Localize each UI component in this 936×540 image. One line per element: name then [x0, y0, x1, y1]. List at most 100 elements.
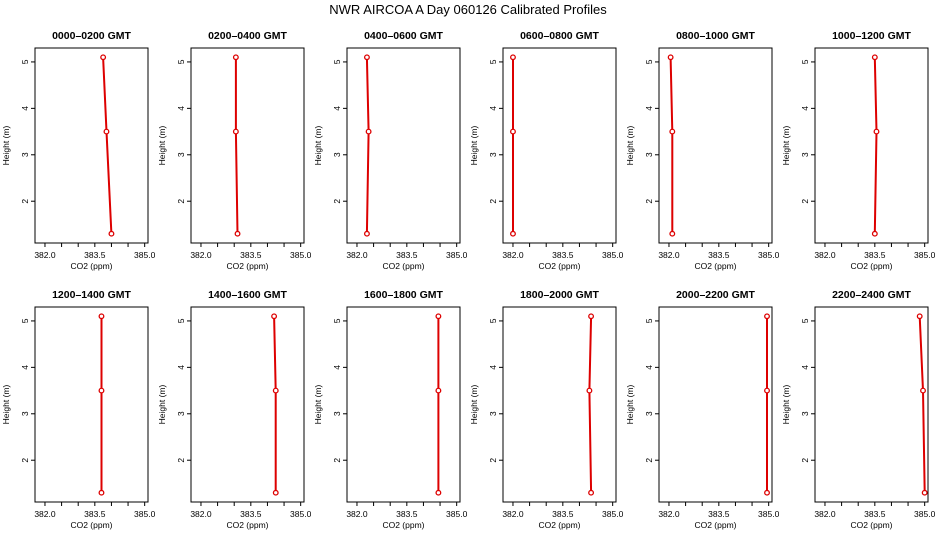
panel-title: 0400–0600 GMT: [364, 30, 443, 42]
profile-line: [588, 316, 593, 493]
x-tick-label: 383.5: [240, 509, 262, 519]
y-tick-label: 3: [800, 411, 810, 416]
panel-12: 2200–2400 GMT 382.0 383.5 385.0 2 3 4 5 CO2 (ppm…: [781, 289, 936, 530]
y-tick-label: 5: [332, 59, 342, 64]
y-tick-label: 2: [644, 458, 654, 463]
x-tick-label: 383.5: [396, 250, 418, 260]
x-axis-label: CO2 (ppm): [538, 520, 580, 530]
data-point: [920, 387, 926, 394]
y-axis-label: Height (m): [313, 126, 323, 166]
x-tick-label: 385.0: [290, 509, 312, 519]
data-point: [586, 387, 593, 394]
x-tick-label: 382.0: [34, 250, 56, 260]
y-tick-label: 4: [644, 106, 654, 111]
x-tick-label: 382.0: [658, 250, 680, 260]
y-tick-label: 4: [800, 365, 810, 370]
panel-title: 2200–2400 GMT: [832, 289, 911, 301]
panel-title: 1400–1600 GMT: [208, 289, 287, 301]
x-axis-label: CO2 (ppm): [70, 261, 112, 271]
y-tick-label: 4: [176, 365, 186, 370]
data-point: [100, 54, 107, 61]
profile-line: [273, 316, 277, 493]
x-tick-label: 382.0: [658, 509, 680, 519]
x-tick-label: 383.5: [552, 509, 574, 519]
x-axis-label: CO2 (ppm): [694, 261, 736, 271]
panel-title: 0000–0200 GMT: [52, 30, 131, 42]
panel-5: 0800–1000 GMT 382.0 383.5 385.0 2 3 4 5 CO2 (ppm…: [625, 30, 780, 271]
y-tick-label: 5: [20, 59, 30, 64]
x-tick-label: 385.0: [914, 250, 936, 260]
y-axis-label: Height (m): [781, 126, 791, 166]
y-tick-label: 2: [800, 458, 810, 463]
x-tick-label: 382.0: [502, 509, 524, 519]
panel-title: 0200–0400 GMT: [208, 30, 287, 42]
y-tick-label: 2: [20, 458, 30, 463]
x-axis-label: CO2 (ppm): [382, 261, 424, 271]
y-tick-label: 4: [176, 106, 186, 111]
x-tick-label: 382.0: [814, 509, 836, 519]
x-axis-label: CO2 (ppm): [694, 520, 736, 530]
y-tick-label: 5: [644, 59, 654, 64]
panel-8: 1400–1600 GMT 382.0 383.5 385.0 2 3 4 5 CO2 (ppm…: [157, 289, 312, 530]
data-point: [435, 313, 442, 320]
data-point: [669, 128, 676, 135]
figure-title: NWR AIRCOA A Day 060126 Calibrated Profi…: [329, 2, 607, 17]
panel-3: 0400–0600 GMT 382.0 383.5 385.0 2 3 4 5 CO2 (ppm…: [313, 30, 468, 271]
data-point: [272, 489, 279, 496]
x-tick-label: 382.0: [190, 250, 212, 260]
y-tick-label: 4: [20, 106, 30, 111]
data-point: [510, 230, 516, 237]
panel-2: 0200–0400 GMT 382.0 383.5 385.0 2 3 4 5 CO2 (ppm…: [157, 30, 312, 271]
plot-frame: [346, 306, 461, 503]
x-tick-label: 382.0: [346, 250, 368, 260]
x-tick-label: 382.0: [502, 250, 524, 260]
y-tick-label: 3: [332, 152, 342, 157]
panel-4: 0600–0800 GMT 382.0 383.5 385.0 2 3 4 5 CO2 (ppm…: [469, 30, 624, 271]
data-point: [588, 489, 595, 496]
data-point: [108, 230, 115, 237]
y-axis-label: Height (m): [313, 385, 323, 425]
plot-frame: [814, 47, 929, 244]
y-tick-label: 5: [644, 318, 654, 323]
data-point: [103, 128, 110, 135]
y-tick-label: 3: [800, 152, 810, 157]
x-tick-label: 383.5: [864, 250, 886, 260]
y-tick-label: 2: [488, 199, 498, 204]
y-tick-label: 5: [332, 318, 342, 323]
panel-title: 1800–2000 GMT: [520, 289, 599, 301]
data-point: [764, 313, 770, 320]
data-point: [271, 313, 278, 320]
x-tick-label: 385.0: [914, 509, 936, 519]
y-tick-label: 3: [488, 411, 498, 416]
x-tick-label: 383.5: [552, 250, 574, 260]
x-tick-label: 382.0: [34, 509, 56, 519]
x-tick-label: 385.0: [758, 509, 780, 519]
y-axis-label: Height (m): [1, 126, 11, 166]
data-point: [510, 54, 516, 61]
y-tick-label: 4: [332, 365, 342, 370]
panel-6: 1000–1200 GMT 382.0 383.5 385.0 2 3 4 5 CO2 (ppm…: [781, 30, 936, 271]
y-tick-label: 4: [332, 106, 342, 111]
profile-line: [669, 57, 674, 234]
data-point: [98, 387, 105, 394]
data-point: [916, 313, 923, 320]
y-tick-label: 5: [20, 318, 30, 323]
plot-frame: [502, 306, 617, 503]
plot-frame: [502, 47, 617, 244]
x-tick-label: 383.5: [708, 250, 730, 260]
data-point: [873, 128, 880, 135]
y-tick-label: 2: [176, 458, 186, 463]
data-point: [667, 54, 674, 61]
data-point: [232, 128, 239, 135]
x-axis-label: CO2 (ppm): [850, 261, 892, 271]
data-point: [234, 230, 241, 237]
data-point: [764, 489, 770, 496]
data-point: [435, 489, 442, 496]
y-tick-label: 4: [644, 365, 654, 370]
data-point: [363, 230, 370, 237]
y-tick-label: 2: [644, 199, 654, 204]
x-axis-label: CO2 (ppm): [226, 520, 268, 530]
x-tick-label: 382.0: [346, 509, 368, 519]
panel-title: 1600–1800 GMT: [364, 289, 443, 301]
